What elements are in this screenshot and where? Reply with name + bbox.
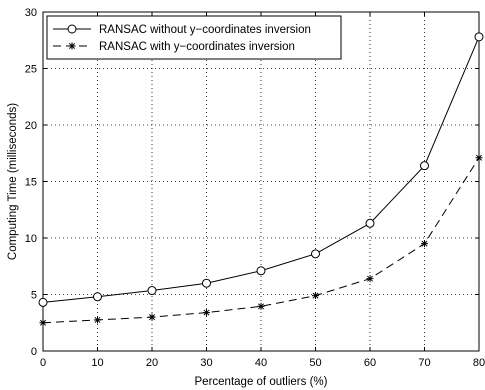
x-tick-label: 10: [91, 357, 103, 369]
legend: RANSAC without y−coordinates inversion RA…: [46, 15, 342, 60]
x-tick-label: 30: [200, 357, 212, 369]
data-point: [311, 249, 320, 259]
y-tick-label: 30: [25, 7, 37, 19]
legend-label: RANSAC without y−coordinates inversion: [99, 24, 311, 36]
data-point: [365, 218, 375, 228]
data-point: [39, 319, 47, 327]
x-tick-label: 80: [473, 357, 485, 369]
axis-ticks: 0 10 20 30 40 50 60 70 80 0 5 10 15 20 25 30: [25, 7, 485, 369]
data-point: [475, 154, 483, 162]
series-2: [39, 154, 483, 327]
y-tick-label: 20: [25, 120, 37, 132]
data-point: [312, 292, 319, 300]
x-tick-label: 60: [364, 357, 376, 369]
series-layer: [38, 32, 484, 327]
series-line: [42, 157, 480, 324]
legend-item: RANSAC with y−coordinates inversion: [53, 41, 295, 53]
series-1: [38, 32, 484, 307]
data-point: [203, 309, 210, 317]
data-point: [366, 275, 374, 283]
x-tick-label: 0: [40, 357, 46, 369]
data-point: [421, 240, 428, 248]
y-tick-label: 15: [25, 177, 37, 189]
x-tick-label: 20: [146, 357, 158, 369]
x-tick-label: 40: [255, 357, 267, 369]
legend-marker: [67, 24, 77, 34]
data-point: [257, 302, 265, 310]
data-point: [420, 161, 429, 171]
legend-item: RANSAC without y−coordinates inversion: [53, 24, 311, 36]
x-tick-label: 50: [309, 357, 321, 369]
data-point: [147, 286, 157, 296]
y-axis-title: Computing Time (milliseconds): [7, 103, 19, 260]
y-tick-label: 0: [31, 346, 37, 358]
x-axis-title: Percentage of outliers (%): [195, 376, 328, 388]
data-point: [94, 316, 101, 324]
data-point: [148, 313, 156, 321]
legend-marker: [68, 42, 76, 50]
legend-label: RANSAC with y−coordinates inversion: [99, 41, 295, 53]
y-tick-label: 25: [25, 64, 37, 76]
data-point: [93, 292, 102, 302]
y-tick-label: 5: [31, 290, 37, 302]
grid-lines: [43, 12, 479, 351]
data-point: [256, 266, 266, 276]
data-point: [38, 297, 48, 307]
y-tick-label: 10: [25, 233, 37, 245]
data-point: [202, 278, 211, 288]
legend-box: [46, 15, 342, 60]
x-tick-label: 70: [418, 357, 430, 369]
data-point: [474, 32, 484, 42]
